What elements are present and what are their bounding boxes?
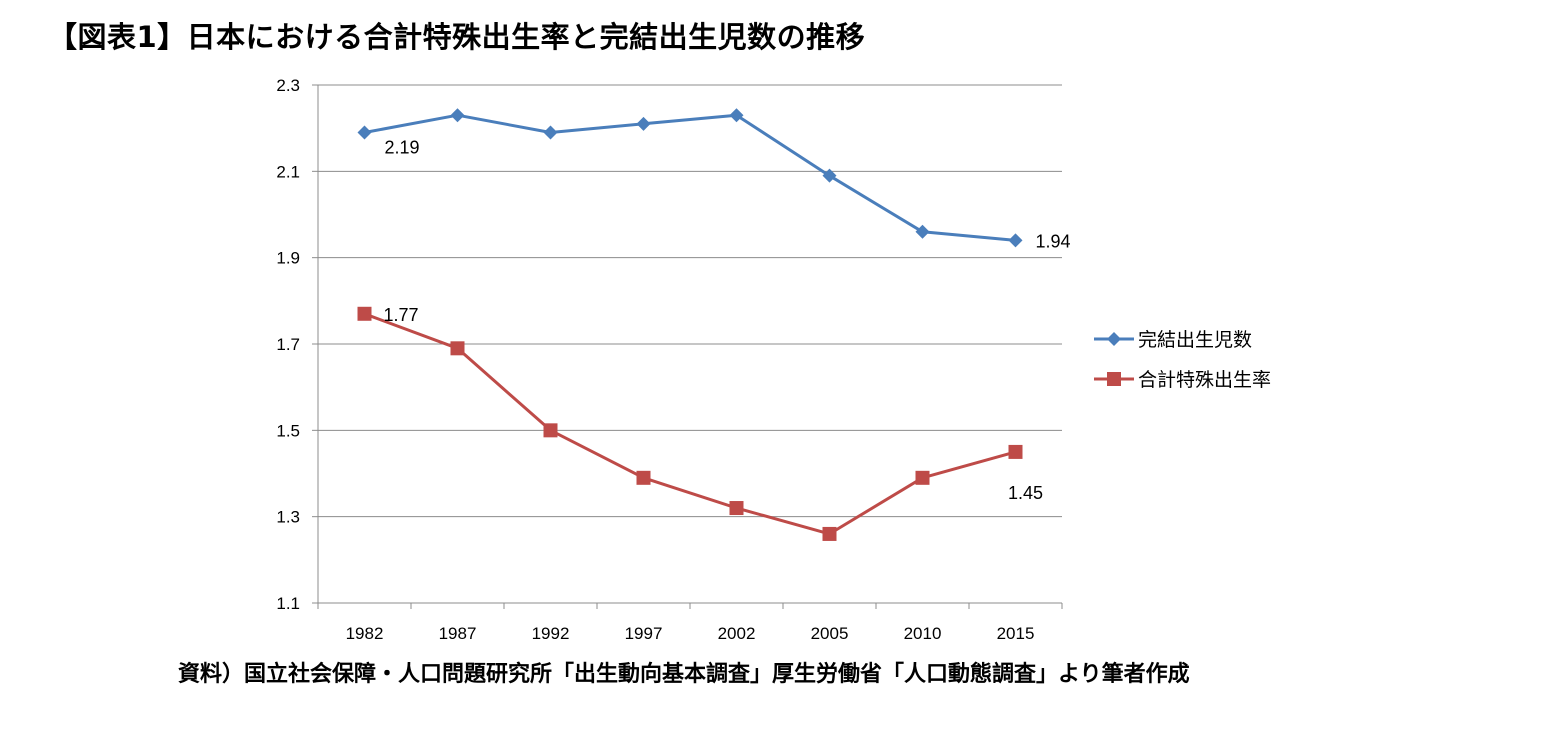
x-tick-label: 2015 [997, 624, 1035, 643]
legend-label: 完結出生児数 [1138, 329, 1252, 351]
data-point-square [543, 423, 558, 438]
data-point-square [915, 470, 930, 485]
y-tick-label: 1.1 [276, 594, 300, 613]
data-point-diamond [357, 125, 372, 140]
data-label: 1.45 [1008, 483, 1043, 503]
data-point-diamond [543, 125, 558, 140]
data-point-square [822, 526, 837, 541]
data-point-square [1008, 444, 1023, 459]
y-tick-label: 1.7 [276, 335, 300, 354]
x-tick-label: 2010 [904, 624, 942, 643]
data-point-diamond [450, 108, 465, 123]
x-tick-label: 2002 [718, 624, 756, 643]
legend-marker-diamond [1107, 332, 1121, 346]
y-tick-label: 1.5 [276, 421, 300, 440]
data-point-diamond [822, 168, 837, 183]
x-tick-label: 1992 [532, 624, 570, 643]
data-point-square [636, 470, 651, 485]
y-tick-label: 2.3 [276, 76, 300, 95]
data-point-diamond [729, 108, 744, 123]
data-label: 2.19 [385, 137, 420, 157]
y-tick-label: 2.1 [276, 162, 300, 181]
data-label: 1.94 [1036, 231, 1071, 251]
data-point-square [450, 341, 465, 356]
series-line [363, 312, 1016, 536]
x-tick-label: 1987 [439, 624, 477, 643]
data-point-square [357, 306, 372, 321]
series-line [364, 113, 1016, 242]
data-point-diamond [1008, 233, 1023, 248]
series-1: 2.19 1.94 [357, 108, 1071, 251]
source-note: 資料）国立社会保障・人口問題研究所「出生動向基本調査」厚生労働省「人口動態調査」… [178, 662, 1190, 687]
data-label: 1.77 [384, 305, 419, 325]
legend-marker-square [1107, 372, 1121, 386]
series-2: 1.77 1.45 [357, 305, 1043, 541]
chart-title: 【図表1】日本における合計特殊出生率と完結出生児数の推移 [48, 20, 866, 54]
y-tick-label: 1.9 [276, 249, 300, 268]
x-tick-label: 2005 [811, 624, 849, 643]
legend-label: 合計特殊出生率 [1138, 369, 1271, 391]
x-tick-label: 1997 [625, 624, 663, 643]
data-point-square [729, 501, 744, 516]
data-point-diamond [915, 224, 930, 239]
y-tick-label: 1.3 [276, 508, 300, 527]
x-tick-label: 1982 [346, 624, 384, 643]
data-point-diamond [636, 116, 651, 131]
